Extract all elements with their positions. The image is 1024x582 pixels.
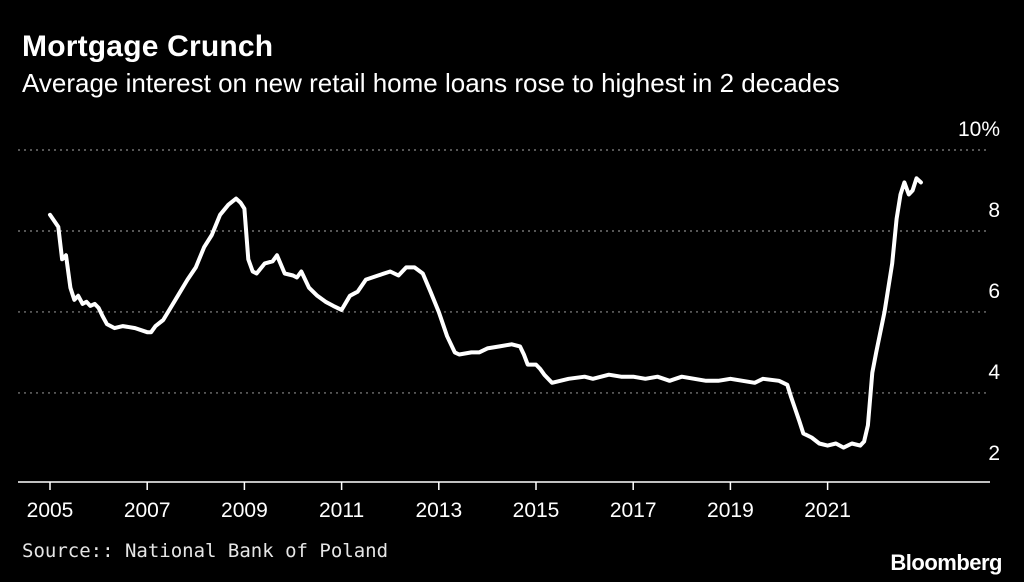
x-tick-label: 2013 (415, 499, 462, 522)
chart-subtitle: Average interest on new retail home loan… (22, 68, 840, 98)
y-tick-label: 10% (958, 118, 1000, 141)
x-tick-label: 2007 (124, 499, 171, 522)
x-tick-label: 2009 (221, 499, 268, 522)
bloomberg-logo: Bloomberg (890, 550, 1002, 575)
x-tick-label: 2015 (513, 499, 560, 522)
source-note: Source:: National Bank of Poland (22, 540, 389, 562)
y-tick-label: 6 (988, 280, 1000, 303)
series-line (48, 176, 923, 450)
x-tick-label: 2005 (27, 499, 74, 522)
y-tick-label: 4 (988, 361, 1000, 384)
y-tick-label: 8 (988, 199, 1000, 222)
y-tick-label: 2 (988, 442, 1000, 465)
x-tick-label: 2011 (319, 499, 364, 522)
x-tick-label: 2021 (804, 499, 851, 522)
x-tick-label: 2017 (610, 499, 657, 522)
x-tick-label: 2019 (707, 499, 754, 522)
chart-title: Mortgage Crunch (22, 30, 274, 63)
